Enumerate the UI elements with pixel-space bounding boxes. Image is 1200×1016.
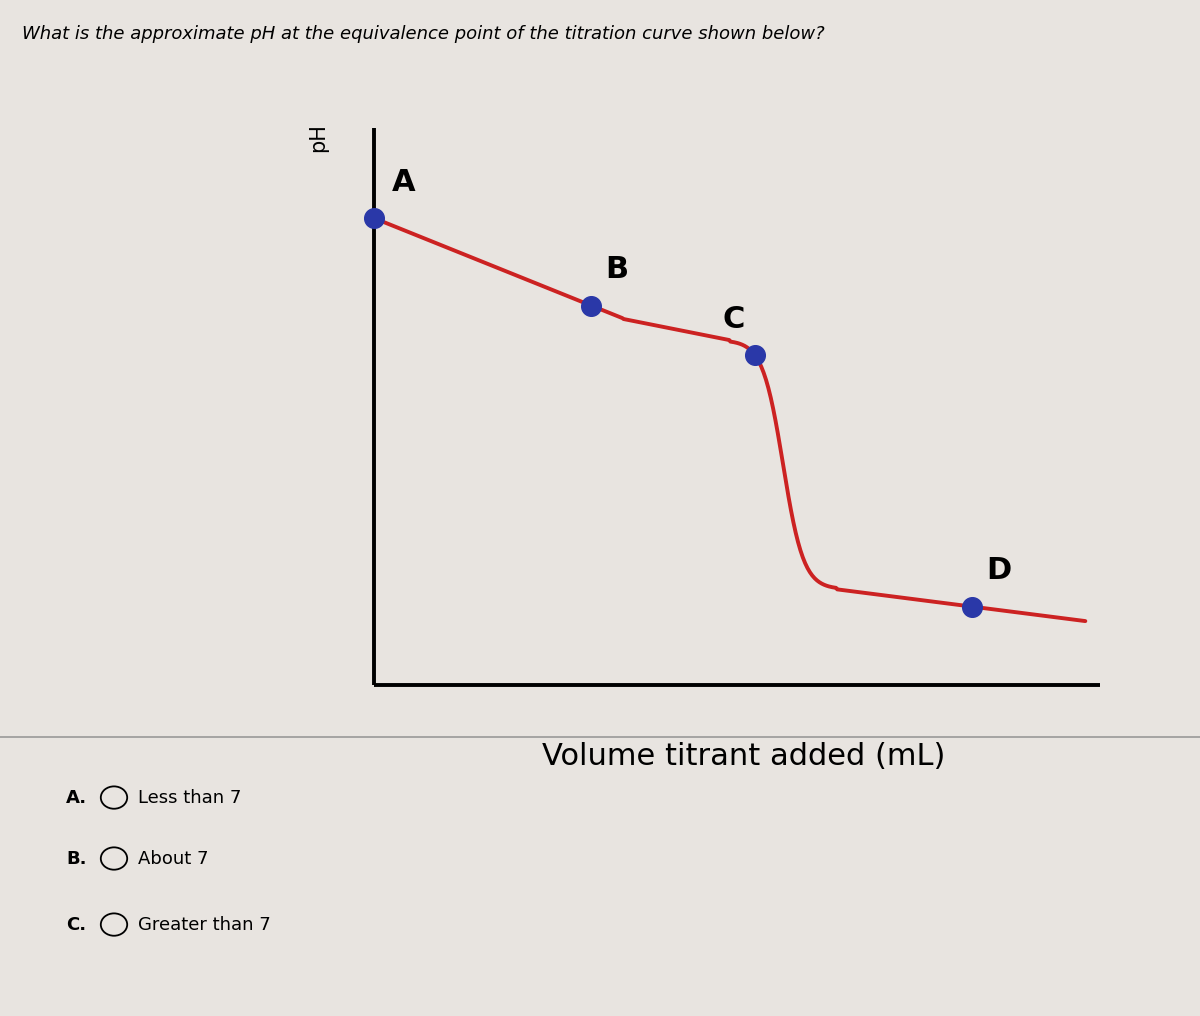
Text: What is the approximate pH at the equivalence point of the titration curve shown: What is the approximate pH at the equiva…: [22, 25, 824, 44]
Point: [962, 598, 982, 615]
Text: Greater than 7: Greater than 7: [138, 915, 271, 934]
Point: [745, 346, 764, 363]
Text: B.: B.: [66, 849, 86, 868]
Text: B: B: [605, 255, 629, 284]
Text: Volume titrant added (mL): Volume titrant added (mL): [542, 743, 946, 771]
Text: A.: A.: [66, 788, 88, 807]
Point: [582, 298, 601, 314]
Text: D: D: [985, 557, 1012, 585]
Text: Less than 7: Less than 7: [138, 788, 241, 807]
Text: A: A: [392, 168, 415, 197]
Point: [365, 210, 384, 227]
Text: About 7: About 7: [138, 849, 209, 868]
Text: C.: C.: [66, 915, 86, 934]
Text: C: C: [722, 305, 745, 333]
Text: pH: pH: [308, 123, 328, 151]
